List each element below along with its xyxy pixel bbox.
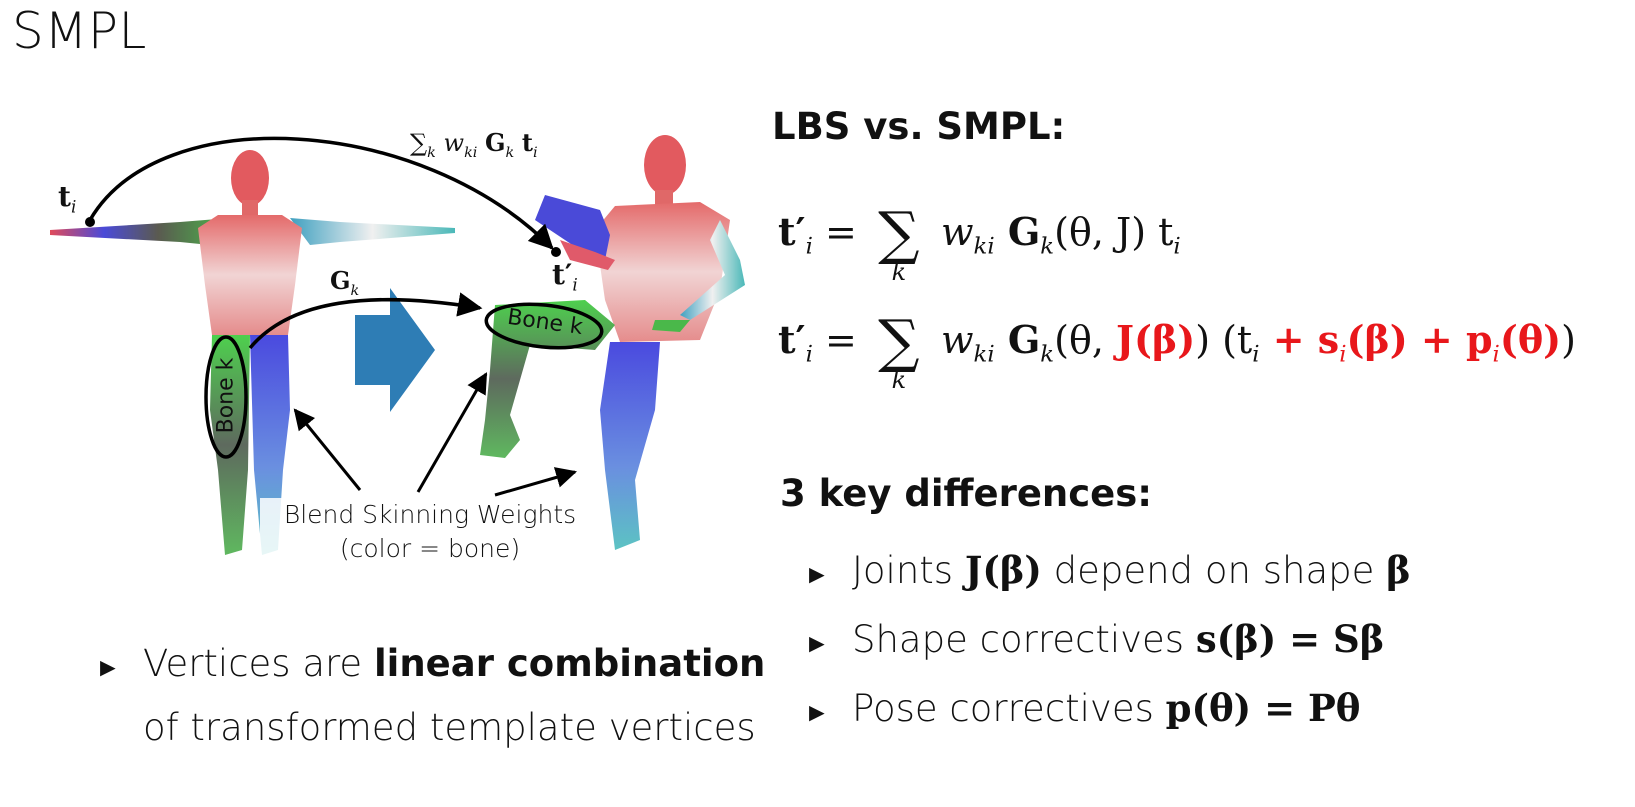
bold-phrase: linear combination [373, 642, 766, 685]
slide-title: SMPL [12, 2, 147, 60]
equation-smpl: t′i = ∑ k wki Gk(θ, J(β)) (ti + si(β) + p… [778, 307, 1576, 394]
bullet-triangle-icon: ► [804, 629, 830, 659]
equation-lbs: t′i = ∑ k wki Gk(θ, J) ti [778, 199, 1181, 286]
label-ti: ti [58, 180, 77, 217]
arc-arrow-gk [248, 292, 483, 350]
difference-item-pose: ► Pose correctives p(θ) = Pθ [804, 686, 1361, 730]
left-bullet-line2: of transformed template vertices [143, 706, 756, 749]
figure-caption: Blend Skinning Weights (color = bone) [260, 498, 600, 566]
label-tpi: t′i [552, 258, 578, 295]
lbs-vs-smpl-heading: LBS vs. SMPL: [772, 105, 1066, 148]
weight-arrow-1 [293, 408, 362, 491]
posed-body [480, 135, 745, 550]
bone-ellipse-left [204, 335, 248, 459]
difference-item-joints: ► Joints J(β) depend on shape β [804, 548, 1411, 592]
bone-ellipse-right [484, 302, 604, 350]
bullet-triangle-icon: ► [95, 653, 121, 683]
bullet-triangle-icon: ► [804, 698, 830, 728]
point-ti [85, 217, 95, 227]
point-tpi [551, 247, 561, 257]
difference-item-shape: ► Shape correctives s(β) = Sβ [804, 617, 1385, 661]
left-bullet: ► Vertices are linear combination of tran… [95, 634, 765, 758]
caption-line-1: Blend Skinning Weights [283, 500, 577, 529]
differences-heading: 3 key differences: [780, 472, 1153, 515]
caption-line-2: (color = bone) [339, 534, 521, 563]
transform-arrow-icon [355, 288, 435, 412]
weight-arrow-2 [416, 372, 488, 493]
figure: Bone k Bone k ti t′i ∑k wki Gk ti Gk Ble… [40, 110, 770, 580]
bone-label-left: Bone k [213, 357, 239, 434]
label-gk: Gk [330, 266, 360, 299]
weight-arrow-3 [494, 467, 578, 497]
bullet-triangle-icon: ► [804, 560, 830, 590]
lbs-figure-svg [50, 135, 745, 555]
arc-arrow-ti [88, 136, 554, 250]
label-sum-weights: ∑k wki Gk ti [410, 128, 538, 161]
